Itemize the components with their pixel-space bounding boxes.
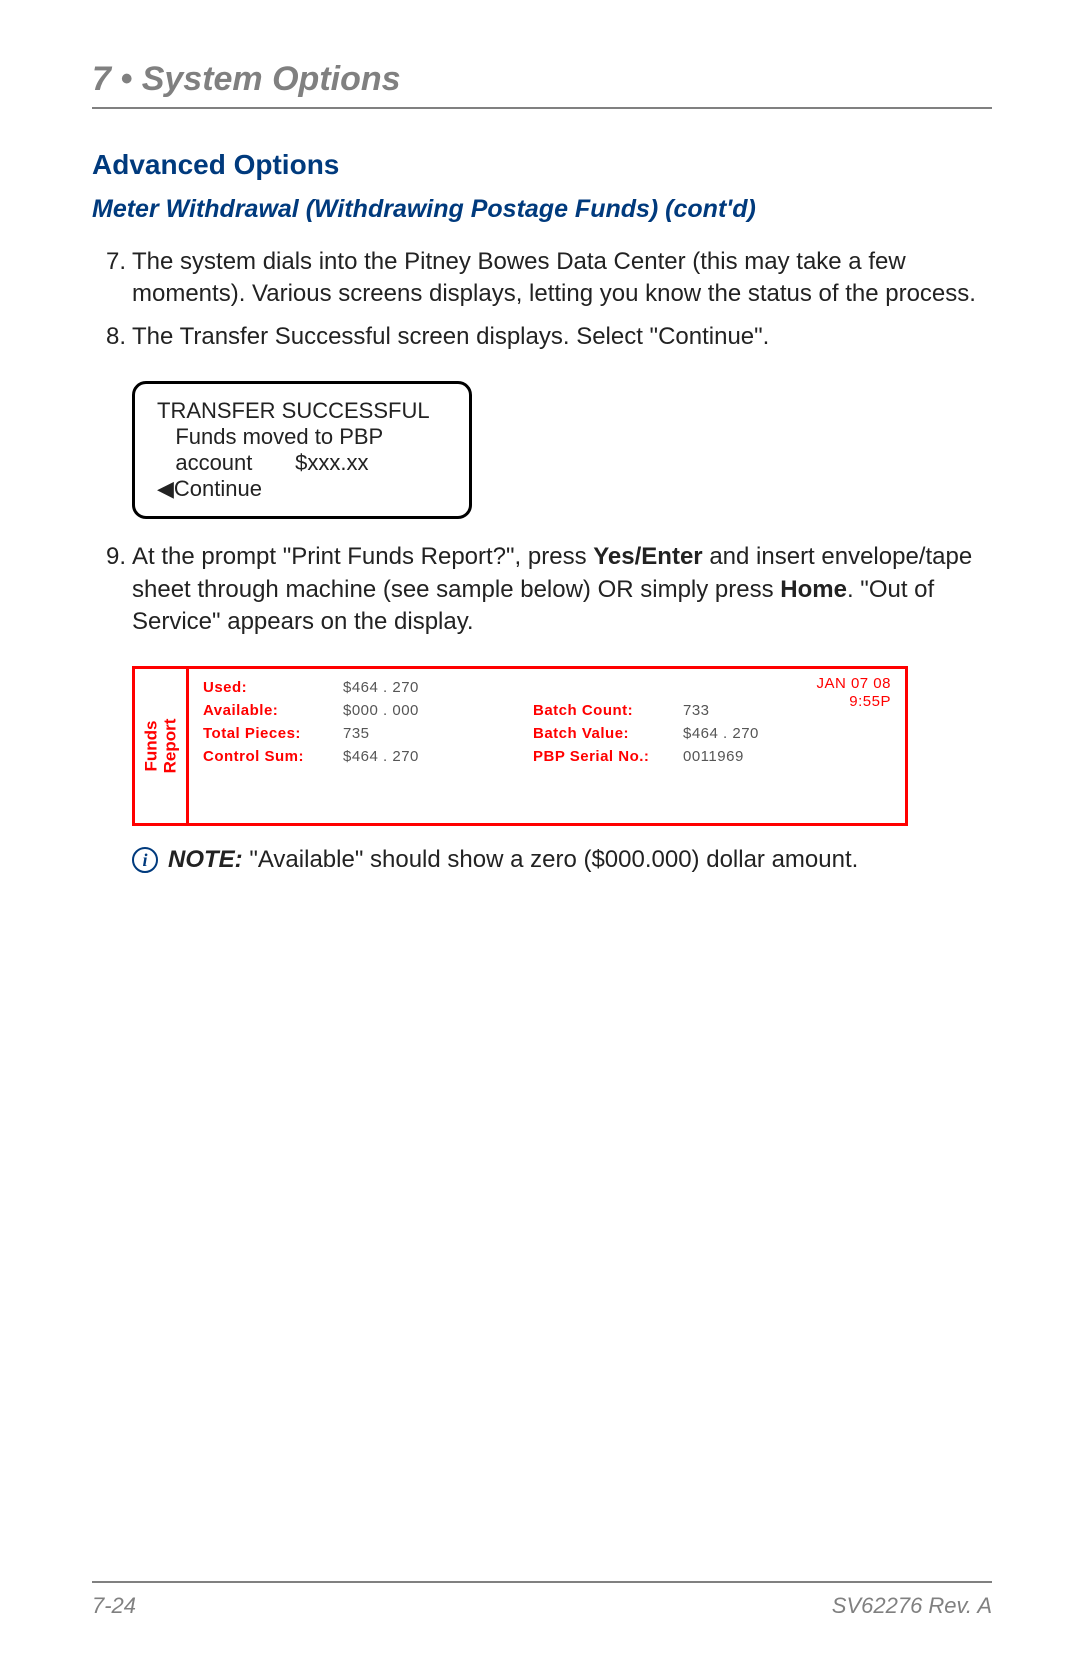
fr-available-label: Available: [203,702,343,719]
step-list: 7. The system dials into the Pitney Bowe… [92,246,992,363]
step-text: At the prompt "Print Funds Report?", pre… [132,543,972,635]
funds-report-sample: FundsReport JAN 07 08 9:55P Used: $464 .… [132,666,908,826]
fr-controlsum-label: Control Sum: [203,748,343,765]
fr-used-value: $464 . 270 [343,679,419,696]
note: i NOTE: "Available" should show a zero (… [132,844,992,876]
section-title: Advanced Options [92,149,992,181]
step-number: 8. [92,321,126,353]
fr-batchcount-value: 733 [683,702,710,719]
screen-line: TRANSFER SUCCESSFUL [157,398,447,424]
step-text: The Transfer Successful screen displays.… [132,323,769,350]
fr-serial-value: 0011969 [683,748,744,765]
funds-report-datetime: JAN 07 08 9:55P [816,675,891,710]
funds-report-side: FundsReport [135,669,189,823]
footer-rev: SV62276 Rev. A [832,1593,992,1619]
fr-totalpieces-label: Total Pieces: [203,725,343,742]
step-7: 7. The system dials into the Pitney Bowe… [132,246,992,311]
step-text: The system dials into the Pitney Bowes D… [132,248,976,307]
subsection-title: Meter Withdrawal (Withdrawing Postage Fu… [92,195,992,224]
step-9: 9. At the prompt "Print Funds Report?", … [132,541,992,638]
chapter-title: 7 • System Options [92,60,992,109]
step-number: 9. [92,541,126,573]
funds-report-side-label: FundsReport [142,719,179,774]
fr-batchvalue-label: Batch Value: [533,725,683,742]
note-text: NOTE: "Available" should show a zero ($0… [168,844,858,876]
bold-text: Home [780,576,847,603]
fr-serial-label: PBP Serial No.: [533,748,683,765]
screen-line: account $xxx.xx [157,450,447,476]
fr-totalpieces-value: 735 [343,725,370,742]
bold-text: Yes/Enter [593,543,702,570]
transfer-successful-screen: TRANSFER SUCCESSFUL Funds moved to PBP a… [132,381,472,519]
fr-used-label: Used: [203,679,343,696]
text-fragment: At the prompt "Print Funds Report?", pre… [132,543,593,570]
fr-time: 9:55P [816,693,891,710]
fr-available-value: $000 . 000 [343,702,419,719]
step-list-continued: 9. At the prompt "Print Funds Report?", … [92,541,992,648]
fr-batchvalue-value: $464 . 270 [683,725,759,742]
note-bold: NOTE: [168,846,243,873]
note-body: "Available" should show a zero ($000.000… [243,846,859,873]
fr-batchcount-label: Batch Count: [533,702,683,719]
funds-report-body: JAN 07 08 9:55P Used: $464 . 270 Availab… [189,669,905,823]
info-icon: i [132,847,158,873]
footer-page: 7-24 [92,1593,136,1619]
screen-line: Funds moved to PBP [157,424,447,450]
page-footer: 7-24 SV62276 Rev. A [92,1581,992,1619]
fr-controlsum-value: $464 . 270 [343,748,419,765]
step-number: 7. [92,246,126,278]
screen-line: ◀Continue [157,476,447,502]
fr-date: JAN 07 08 [816,675,891,692]
step-8: 8. The Transfer Successful screen displa… [132,321,992,353]
